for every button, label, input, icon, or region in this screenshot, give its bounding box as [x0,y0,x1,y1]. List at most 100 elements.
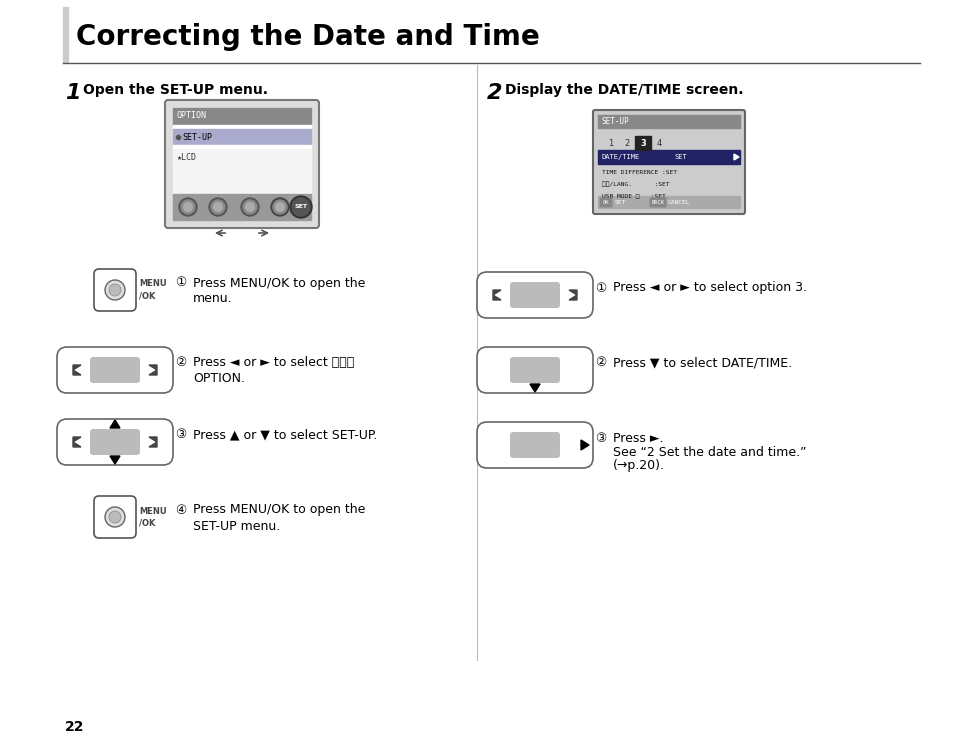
Text: SET: SET [675,154,687,160]
Circle shape [290,196,312,218]
FancyBboxPatch shape [598,198,612,208]
Circle shape [181,200,194,214]
Polygon shape [568,295,577,300]
Polygon shape [493,290,500,295]
Polygon shape [530,384,539,392]
Polygon shape [73,442,81,447]
Circle shape [275,202,284,211]
FancyBboxPatch shape [510,432,559,458]
Polygon shape [73,370,81,375]
Text: 1: 1 [65,83,80,103]
Circle shape [179,198,196,216]
Bar [172,149,311,165]
Bar [172,108,311,124]
Text: ★LCD: ★LCD [177,153,196,162]
Text: Press ◄ or ► to select option 3.: Press ◄ or ► to select option 3. [613,282,806,294]
Text: SET-UP: SET-UP [182,132,212,141]
Text: ③: ③ [595,432,605,445]
FancyBboxPatch shape [510,282,559,308]
Polygon shape [733,154,739,160]
Text: SET-UP: SET-UP [601,117,629,126]
Text: ④: ④ [174,504,186,516]
Text: /OK: /OK [139,519,155,528]
Circle shape [243,200,256,214]
Polygon shape [149,365,157,370]
Text: USB MODE □   :SET: USB MODE □ :SET [601,193,665,199]
Bar [172,125,311,129]
Text: Press ►.: Press ►. [613,432,662,445]
Text: See “2 Set the date and time.”: See “2 Set the date and time.” [613,445,805,458]
Bar [598,196,740,208]
Text: 1: 1 [608,138,613,147]
Text: 2: 2 [486,83,502,103]
Polygon shape [149,370,157,375]
Circle shape [213,202,222,211]
Polygon shape [568,290,577,295]
Text: BACK: BACK [651,199,664,205]
FancyBboxPatch shape [94,269,136,311]
Text: OK: OK [602,199,609,205]
Circle shape [211,200,225,214]
Polygon shape [149,437,157,442]
FancyBboxPatch shape [57,347,172,393]
Polygon shape [73,365,81,370]
Bar [63,7,68,62]
Text: /OK: /OK [139,291,155,300]
FancyBboxPatch shape [476,347,593,393]
Polygon shape [110,456,120,464]
Polygon shape [73,437,81,442]
Text: ②: ② [174,356,186,369]
Text: Press ▼ to select DATE/TIME.: Press ▼ to select DATE/TIME. [613,356,791,369]
Text: SET: SET [615,199,625,205]
FancyBboxPatch shape [94,496,136,538]
Circle shape [183,202,193,211]
Circle shape [105,280,125,300]
Circle shape [273,200,287,214]
Polygon shape [493,295,500,300]
FancyBboxPatch shape [649,198,666,208]
Text: ①: ① [174,276,186,289]
FancyBboxPatch shape [476,272,593,318]
Polygon shape [149,442,157,447]
Circle shape [209,198,227,216]
Text: 3: 3 [639,138,645,147]
Bar [635,136,650,150]
Text: 国語/LANG.      :SET: 国語/LANG. :SET [601,181,669,186]
Circle shape [245,202,254,211]
Text: 2: 2 [623,138,629,147]
Text: ①: ① [595,282,605,294]
Bar [598,115,740,128]
FancyBboxPatch shape [510,357,559,383]
Text: SET: SET [294,205,307,209]
Polygon shape [110,420,120,428]
Text: Display the DATE/TIME screen.: Display the DATE/TIME screen. [504,83,742,97]
FancyBboxPatch shape [90,357,140,383]
Text: MENU: MENU [139,507,167,516]
Text: ②: ② [595,356,605,369]
Text: 4: 4 [656,138,661,147]
Text: Press MENU/OK to open the: Press MENU/OK to open the [193,276,365,289]
Bar [172,108,311,195]
FancyBboxPatch shape [165,100,318,228]
Bar [172,194,311,220]
Text: SET-UP menu.: SET-UP menu. [193,519,280,532]
Bar [598,150,740,164]
Text: DATE/TIME: DATE/TIME [601,154,639,160]
Text: OPTION.: OPTION. [193,372,245,386]
Text: Press MENU/OK to open the: Press MENU/OK to open the [193,504,365,516]
Text: OPTION: OPTION [177,112,207,121]
Text: Correcting the Date and Time: Correcting the Date and Time [76,23,539,51]
Text: Press ▲ or ▼ to select SET-UP.: Press ▲ or ▼ to select SET-UP. [193,429,377,442]
Text: 22: 22 [65,720,85,734]
FancyBboxPatch shape [57,419,172,465]
Circle shape [105,507,125,527]
FancyBboxPatch shape [593,110,744,214]
Text: Press ◄ or ► to select ＳＥＴ: Press ◄ or ► to select ＳＥＴ [193,356,354,369]
Text: CANCEL: CANCEL [667,199,690,205]
FancyBboxPatch shape [90,429,140,455]
Polygon shape [580,440,588,450]
Circle shape [109,511,121,523]
Bar [172,129,311,145]
Circle shape [109,284,121,296]
FancyBboxPatch shape [476,422,593,468]
